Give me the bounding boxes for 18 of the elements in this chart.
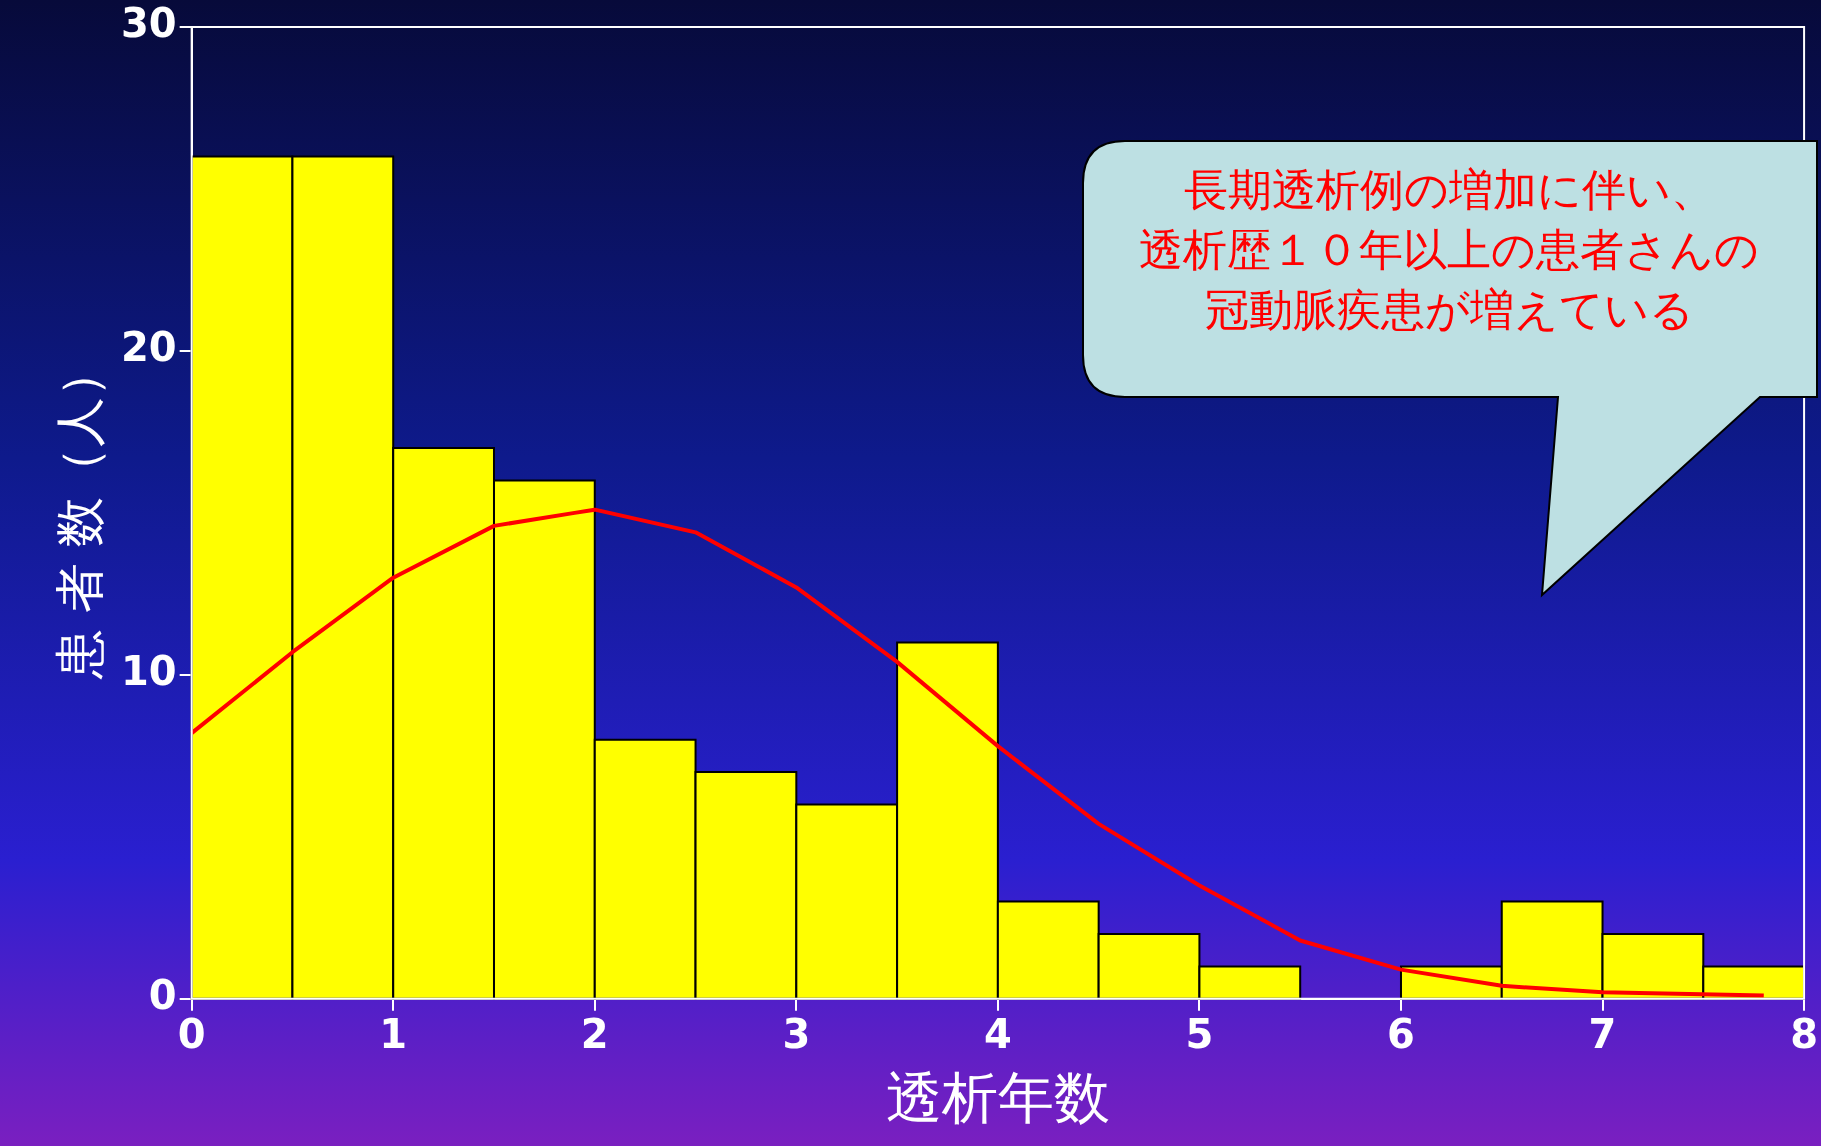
annotation: 冠動脈疾患が増えている <box>1204 284 1694 335</box>
x-tick-label: 7 <box>1588 1011 1617 1058</box>
x-tick-label: 8 <box>1790 1011 1819 1058</box>
annotation: 長期透析例の増加に伴い、 <box>1183 164 1715 215</box>
x-tick-label: 1 <box>379 1011 408 1058</box>
y-tick-label: 30 <box>120 0 177 47</box>
annotation: 透析歴１０年以上の患者さんの <box>1139 224 1759 275</box>
y-tick-label: 10 <box>120 648 177 695</box>
y-tick-label: 0 <box>148 972 177 1019</box>
x-tick-label: 3 <box>782 1011 811 1058</box>
x-tick-label: 5 <box>1185 1011 1214 1058</box>
x-tick-label: 4 <box>983 1011 1012 1058</box>
x-tick-label: 2 <box>580 1011 609 1058</box>
x-tick-label: 0 <box>177 1011 206 1058</box>
x-tick-label: 6 <box>1387 1011 1415 1058</box>
x-axis-title: 透析年数 <box>885 1064 1110 1130</box>
y-axis-title: 患 者 数（人） <box>50 347 109 680</box>
y-tick-label: 20 <box>120 324 177 371</box>
